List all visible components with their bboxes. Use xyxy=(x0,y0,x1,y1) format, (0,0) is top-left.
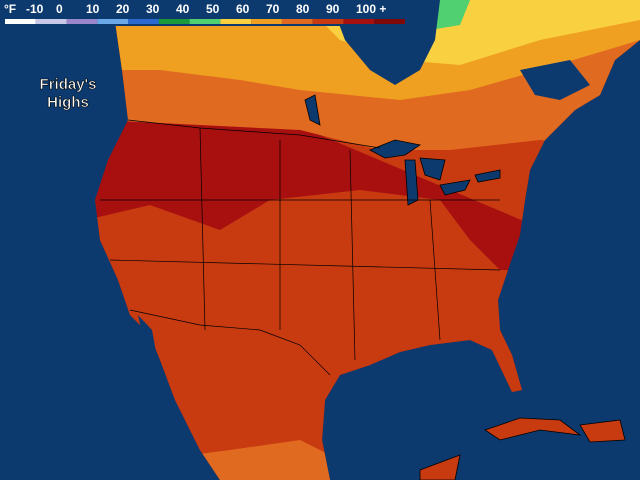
great-lakes xyxy=(304,94,501,206)
legend-unit: °F xyxy=(4,2,16,16)
title-line: Highs xyxy=(47,94,89,111)
legend-swatch xyxy=(128,19,159,24)
legend-label: 50 xyxy=(206,2,220,16)
legend-label: 10 xyxy=(86,2,100,16)
legend-label: 40 xyxy=(176,2,190,16)
borders xyxy=(100,119,501,376)
legend-label: 60 xyxy=(236,2,250,16)
gulf-of-california xyxy=(138,315,170,420)
legend-label: 0 xyxy=(56,2,63,16)
legend-swatch xyxy=(97,19,129,24)
gulf-st-lawrence xyxy=(520,60,590,100)
title-line: Friday's xyxy=(40,76,97,93)
legend-label: 100 + xyxy=(356,2,386,16)
legend-label: 80 xyxy=(296,2,310,16)
legend-swatch xyxy=(189,19,221,24)
legend-label: 90 xyxy=(326,2,340,16)
legend-swatch xyxy=(5,19,36,24)
legend-swatch xyxy=(35,19,67,24)
caribbean-islands xyxy=(419,417,626,480)
legend-swatch xyxy=(343,19,375,24)
legend-label: -10 xyxy=(26,2,44,16)
legend-swatch xyxy=(66,19,98,24)
legend-swatch xyxy=(220,19,252,24)
legend-label: 30 xyxy=(146,2,160,16)
legend-swatch xyxy=(281,19,313,24)
legend-label: 70 xyxy=(266,2,280,16)
legend-swatch xyxy=(312,19,344,24)
legend: °F -10 0 10 20 30 40 50 60 70 80 90 100 + xyxy=(4,2,405,24)
legend-swatch xyxy=(158,19,190,24)
legend-label: 20 xyxy=(116,2,130,16)
legend-swatch xyxy=(374,19,405,24)
legend-swatch xyxy=(251,19,282,24)
